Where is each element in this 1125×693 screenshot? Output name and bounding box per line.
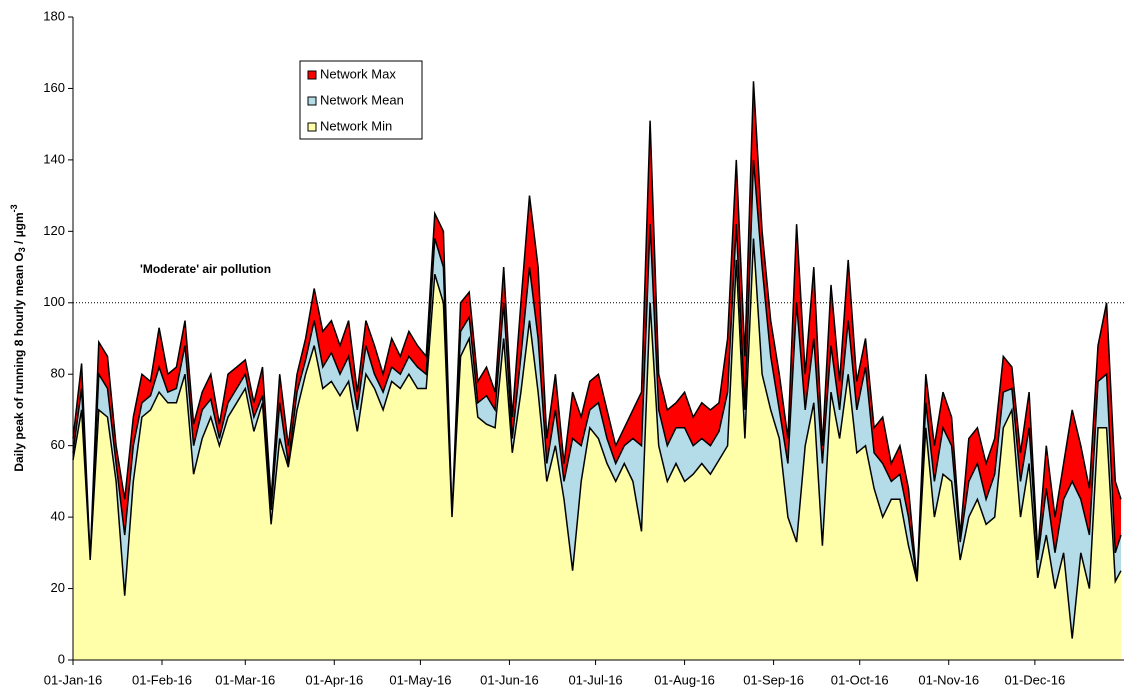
legend-swatch <box>307 70 317 80</box>
legend-swatch <box>307 96 317 106</box>
y-tick-label: 20 <box>51 580 65 595</box>
x-tick-label: 01-Jan-16 <box>44 672 103 687</box>
x-tick-label: 01-Mar-16 <box>215 672 275 687</box>
y-label-part: / µgm <box>12 212 26 247</box>
y-axis-label: Daily peak of running 8 hourly mean O3 /… <box>9 204 27 471</box>
x-tick-label: 01-Dec-16 <box>1005 672 1066 687</box>
y-tick-label: 40 <box>51 509 65 524</box>
y-tick-label: 140 <box>43 151 65 166</box>
y-tick-label: 100 <box>43 294 65 309</box>
x-tick-label: 01-Nov-16 <box>918 672 979 687</box>
area <box>73 238 1121 660</box>
y-tick-label: 0 <box>58 651 65 666</box>
x-tick-label: 01-Sep-16 <box>743 672 804 687</box>
x-tick-label: 01-Oct-16 <box>831 672 889 687</box>
legend-label: Network Mean <box>320 92 404 107</box>
y-label-part: Daily peak of running 8 hourly mean O <box>12 252 26 471</box>
y-tick-label: 120 <box>43 223 65 238</box>
reference-label: 'Moderate' air pollution <box>140 262 271 276</box>
x-tick-label: 01-Aug-16 <box>654 672 715 687</box>
x-tick-label: 01-Jul-16 <box>568 672 622 687</box>
y-tick-label: 80 <box>51 366 65 381</box>
x-tick-label: 01-May-16 <box>389 672 451 687</box>
y-tick-label: 60 <box>51 437 65 452</box>
legend-swatch <box>307 122 317 132</box>
x-tick-label: 01-Apr-16 <box>305 672 363 687</box>
area-outline <box>72 238 1122 639</box>
y-label-part: 3 <box>17 247 27 252</box>
y-tick-label: 160 <box>43 80 65 95</box>
x-tick-label: 01-Feb-16 <box>132 672 192 687</box>
y-label-part: -3 <box>9 204 19 212</box>
legend-label: Network Max <box>320 66 396 81</box>
x-tick-label: 01-Jun-16 <box>480 672 539 687</box>
legend-label: Network Min <box>320 118 392 133</box>
y-tick-label: 180 <box>43 8 65 23</box>
area-outline <box>72 81 1122 582</box>
area-outline <box>72 159 1122 582</box>
legend-box <box>299 60 423 140</box>
